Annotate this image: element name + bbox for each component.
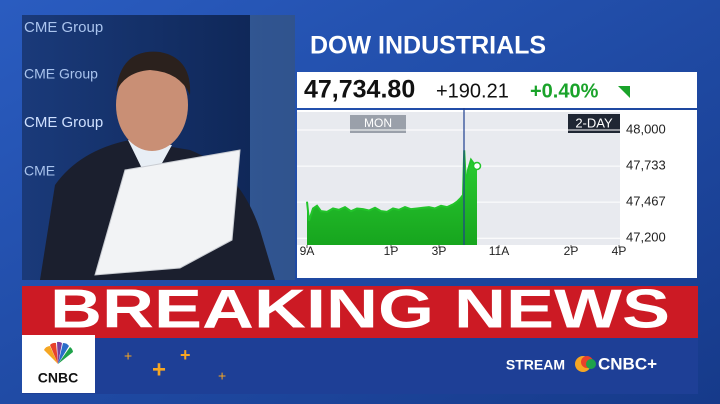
- decor-plus: +: [152, 356, 166, 383]
- chart-title: DOW INDUSTRIALS: [310, 32, 546, 60]
- percent-change: +0.40%: [530, 80, 599, 102]
- range-label[interactable]: 2-DAY: [575, 115, 613, 130]
- stream-brand[interactable]: CNBC+: [598, 354, 657, 373]
- up-arrow: [618, 86, 630, 98]
- change: +190.21: [436, 80, 509, 102]
- paper: [94, 149, 241, 276]
- decor-plus: +: [218, 368, 226, 384]
- x-tick-label: 9A: [300, 244, 315, 258]
- price: 47,734.80: [304, 76, 415, 104]
- network-logo: CNBC: [38, 370, 78, 386]
- last-point: [472, 161, 482, 171]
- stream-label: STREAM: [506, 357, 565, 373]
- decor-plus: +: [180, 345, 191, 365]
- range-button[interactable]: [568, 114, 620, 133]
- day-label: MON: [364, 116, 392, 130]
- y-tick-label: 47,733: [626, 158, 666, 173]
- banner-text: BREAKING NEWS: [50, 278, 670, 340]
- x-tick-label: 3P: [432, 244, 447, 258]
- anchor-hair: [116, 51, 191, 95]
- decor-plus: +: [124, 348, 132, 364]
- signage: CME Group: [24, 66, 98, 82]
- x-tick-label: 1P: [384, 244, 399, 258]
- anchor-head: [116, 59, 188, 151]
- banner-band: [22, 286, 698, 338]
- signage: CME Group: [24, 114, 103, 131]
- stream-peacock: [575, 356, 596, 372]
- studio-video: CME Group CME Group CME Group CME: [22, 15, 295, 280]
- signage: CME Group: [24, 19, 103, 36]
- line: [306, 150, 478, 221]
- y-tick-label: 48,000: [626, 121, 666, 136]
- x-tick-label: 2P: [564, 244, 579, 258]
- x-tick-label: 11A: [489, 244, 509, 258]
- y-tick-label: 47,200: [626, 230, 666, 245]
- y-tick-label: 47,467: [626, 194, 666, 209]
- area: [307, 150, 477, 245]
- x-tick-label: 4P: [612, 244, 627, 258]
- quote-box: [297, 72, 697, 108]
- plot: 47,200 47,467 47,733 48,000 9A 1P 3P 11A 2P 4P: [297, 121, 666, 258]
- peacock: [44, 341, 73, 364]
- day-label-box: [350, 115, 406, 133]
- anchor-shirt: [128, 140, 172, 185]
- signage: CME: [24, 163, 55, 179]
- ticker-band: [22, 338, 698, 394]
